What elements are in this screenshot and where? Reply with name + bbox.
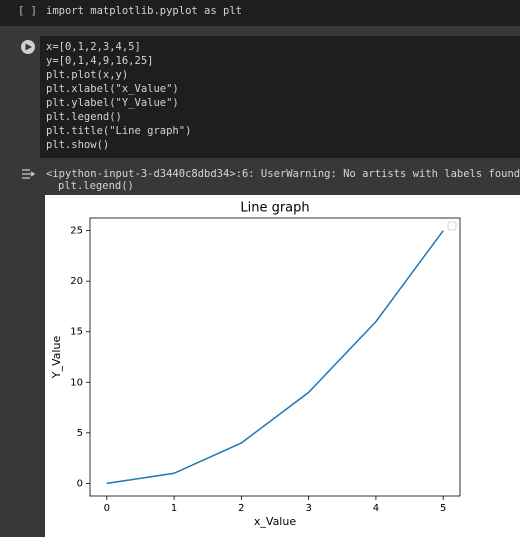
x-tick-label: 1: [171, 503, 177, 514]
y-tick-label: 5: [77, 428, 83, 439]
x-tick-label: 0: [104, 503, 110, 514]
chart: Line graph x_Value Y_Value 0 1 2 3 4 5 0 5 10 15 20 25: [50, 201, 461, 528]
y-tick-label: 10: [70, 377, 83, 388]
x-tick-label: 3: [305, 503, 311, 514]
code-line: plt.title("Line graph"): [46, 125, 191, 137]
output-text: <ipython-input-3-d3440c8dbd34>:6: UserWa…: [46, 168, 520, 192]
y-axis-label: Y_Value: [50, 336, 63, 380]
y-tick-label: 20: [70, 276, 83, 287]
legend-box: [447, 221, 457, 231]
run-icon: [25, 43, 32, 51]
x-tick-label: 2: [238, 503, 244, 514]
plot-image: [45, 195, 520, 537]
output-line: <ipython-input-3-d3440c8dbd34>:6: UserWa…: [46, 168, 520, 180]
chart-title: Line graph: [240, 201, 309, 216]
y-tick-label: 15: [70, 327, 83, 338]
y-tick-label: 25: [70, 226, 83, 237]
code-line: plt.plot(x,y): [46, 69, 128, 81]
code-line: plt.ylabel("Y_Value"): [46, 97, 179, 109]
cell-prompt: [ ]: [18, 5, 37, 17]
code-line: plt.legend(): [46, 111, 122, 123]
code-line: x=[0,1,2,3,4,5]: [46, 41, 141, 53]
cell-2: [40, 36, 520, 158]
output-icon: [22, 169, 36, 179]
y-tick-label: 0: [77, 478, 83, 489]
line-series: [106, 230, 444, 485]
cell-1: [0, 0, 520, 26]
x-tick-label: 4: [373, 503, 379, 514]
code-line: plt.xlabel("x_Value"): [46, 83, 179, 95]
code-line: import matplotlib.pyplot as plt: [46, 5, 242, 17]
code-block: x=[0,1,2,3,4,5] y=[0,1,4,9,16,25] plt.plot…: [46, 41, 191, 151]
plot-frame: [89, 217, 461, 497]
x-axis-label: x_Value: [254, 515, 296, 528]
code-line: plt.show(): [46, 139, 109, 151]
code-line: y=[0,1,4,9,16,25]: [46, 55, 153, 67]
output-line: plt.legend(): [58, 180, 134, 192]
x-tick-label: 5: [440, 503, 446, 514]
